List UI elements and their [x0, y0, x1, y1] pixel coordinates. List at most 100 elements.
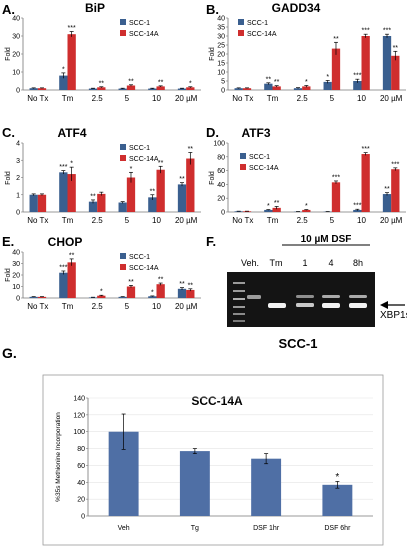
- significance-label: **: [128, 279, 134, 286]
- scc-14a-bar: [97, 194, 105, 212]
- x-tick-label: 5: [125, 302, 130, 311]
- panel-label-c: C.: [2, 125, 15, 140]
- significance-label: **: [158, 160, 164, 167]
- x-tick-label: 20 µM: [175, 94, 198, 103]
- significance-label: **: [274, 200, 280, 207]
- y-axis-label: Fold: [209, 171, 216, 185]
- y-axis-label: Fold: [5, 47, 12, 61]
- gel-ladder-band: [233, 320, 245, 322]
- lane-label-4: 4: [328, 258, 333, 268]
- significance-label: *: [189, 80, 192, 87]
- scc-1-bar: [383, 36, 391, 90]
- legend-swatch: [120, 144, 126, 150]
- significance-label: ***: [68, 25, 76, 32]
- lane-label-tm: Tm: [270, 258, 283, 268]
- chart-title: CHOP: [48, 235, 83, 249]
- significance-label: ***: [353, 203, 361, 210]
- significance-label: *: [305, 79, 308, 86]
- scc-14a-bar: [68, 262, 76, 298]
- y-tick-label: 35: [217, 25, 225, 32]
- scc-1-bar: [30, 195, 38, 212]
- x-tick-label: No Tx: [27, 216, 48, 225]
- significance-label: **: [179, 176, 185, 183]
- gel-band-1: [296, 303, 314, 307]
- legend-swatch: [120, 253, 126, 259]
- y-tick-label: 60: [217, 168, 225, 175]
- y-tick-label: 40: [217, 16, 225, 23]
- legend-swatch: [238, 19, 244, 25]
- significance-label: *: [267, 203, 270, 210]
- y-tick-label: 3: [16, 158, 20, 165]
- gel-band-8h: [349, 303, 367, 308]
- scc-14a-bar: [127, 287, 135, 299]
- x-tick-label: 10: [357, 94, 366, 103]
- chart-title: BiP: [85, 1, 105, 15]
- significance-label: **: [158, 277, 164, 284]
- panel-label-g: G.: [2, 345, 17, 361]
- legend-label: SCC-1: [129, 20, 150, 27]
- scc-1-bar: [59, 273, 67, 298]
- gel-band-veh: [247, 295, 261, 299]
- legend-swatch: [120, 264, 126, 270]
- significance-label: **: [90, 193, 96, 200]
- x-tick-label: Tm: [267, 216, 279, 225]
- significance-label: *: [151, 289, 154, 296]
- chart-title: ATF3: [241, 126, 270, 140]
- y-tick-label: 80: [217, 154, 225, 161]
- lane-label-8h: 8h: [353, 258, 363, 268]
- legend-swatch: [120, 155, 126, 161]
- gel-band-1-upper: [296, 295, 314, 298]
- y-tick-label: 1: [16, 192, 20, 199]
- x-tick-label: 2.5: [297, 216, 309, 225]
- lane-label-veh: Veh.: [241, 258, 259, 268]
- panel-f: F. 10 µM DSF Veh. Tm 1 4 8h: [206, 234, 407, 351]
- x-tick-label: No Tx: [232, 94, 253, 103]
- chart-title: GADD34: [272, 1, 321, 15]
- y-tick-label: 40: [12, 16, 20, 23]
- y-tick-label: 10: [217, 70, 225, 77]
- x-tick-label: 20 µM: [380, 94, 403, 103]
- significance-label: **: [274, 79, 280, 86]
- y-tick-label: 20: [12, 52, 20, 59]
- y-tick-label: 60: [77, 463, 85, 470]
- significance-label: *: [305, 203, 308, 210]
- x-tick-label: 2.5: [92, 94, 104, 103]
- scc-1-bar: [383, 194, 391, 212]
- significance-label: *: [70, 161, 73, 168]
- legend-label: SCC-1: [249, 154, 270, 161]
- significance-label: **: [128, 78, 134, 85]
- legend-label: SCC-14A: [129, 156, 159, 163]
- y-tick-label: 4: [16, 141, 20, 148]
- y-tick-label: 0: [221, 88, 225, 95]
- legend-swatch: [240, 153, 246, 159]
- legend-swatch: [238, 30, 244, 36]
- significance-label: **: [179, 281, 185, 288]
- legend-label: SCC-1: [247, 20, 268, 27]
- y-tick-label: 0: [221, 210, 225, 217]
- scc-1-bar: [178, 184, 186, 212]
- significance-label: **: [150, 188, 156, 195]
- significance-label: *: [130, 166, 133, 173]
- band-label: XBP1s: [380, 310, 407, 321]
- x-tick-label: 10: [152, 302, 161, 311]
- series-bar: [322, 485, 352, 516]
- x-tick-label: 2.5: [297, 94, 309, 103]
- significance-label: ***: [59, 264, 67, 271]
- x-tick-label: Tm: [62, 94, 74, 103]
- scc-1-bar: [178, 289, 186, 298]
- significance-label: **: [188, 146, 194, 153]
- significance-label: **: [188, 282, 194, 289]
- y-tick-label: 30: [12, 261, 20, 268]
- x-tick-label: 5: [125, 216, 130, 225]
- y-tick-label: 40: [217, 182, 225, 189]
- scc-14a-bar: [38, 195, 46, 212]
- y-tick-label: 80: [77, 446, 85, 453]
- y-tick-label: 20: [12, 273, 20, 280]
- legend-swatch: [120, 19, 126, 25]
- significance-label: *: [62, 66, 65, 73]
- legend-label: SCC-14A: [247, 31, 277, 38]
- legend-swatch: [120, 30, 126, 36]
